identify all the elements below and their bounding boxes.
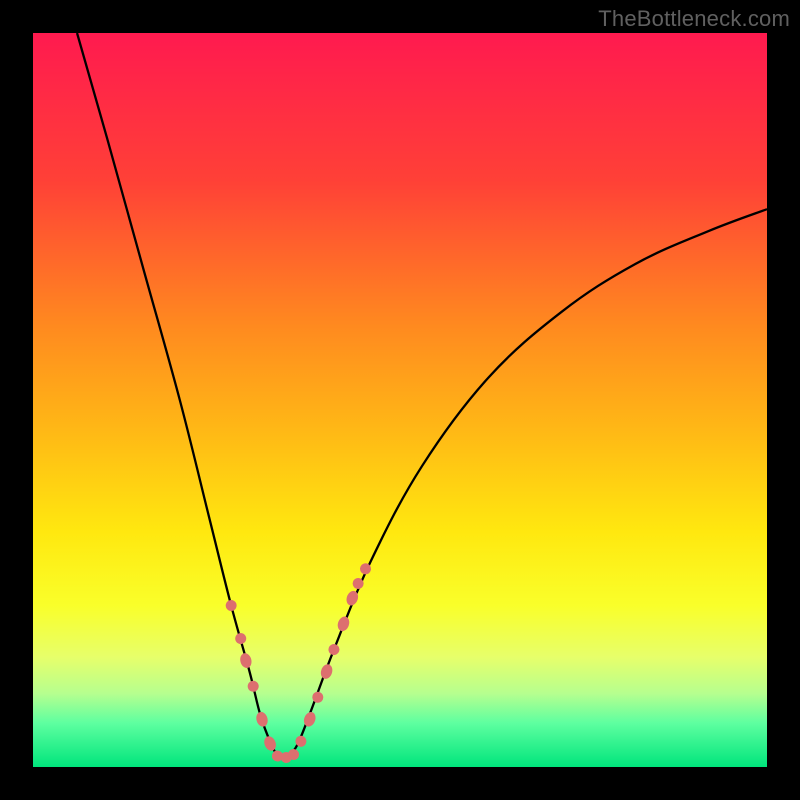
chart-frame: TheBottleneck.com — [0, 0, 800, 800]
gradient-background — [33, 33, 767, 767]
watermark-text: TheBottleneck.com — [598, 6, 790, 32]
chart-plot-area — [33, 33, 767, 767]
bottleneck-curve-svg — [33, 33, 767, 767]
